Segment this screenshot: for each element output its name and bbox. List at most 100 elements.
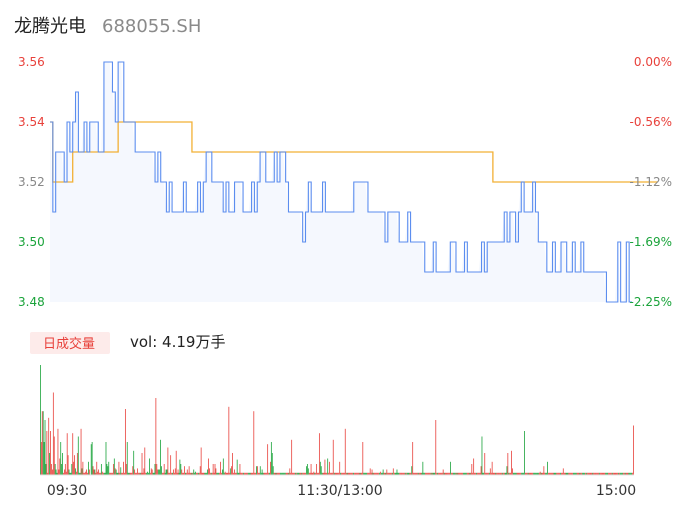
volume-bar [620,472,621,475]
price-panel: 3.56 3.54 3.52 3.50 3.48 0.00% -0.56% -1.12% -1.… [18,55,672,309]
volume-bar [208,458,209,475]
volume-bar [628,472,630,475]
volume-bar [253,411,255,475]
volume-bar [52,392,54,475]
volume-bar [493,472,495,475]
volume-bar [477,472,479,475]
volume-bar [484,453,486,475]
volume-bar [296,472,298,475]
volume-bar [491,461,493,475]
volume-bar [524,431,525,475]
volume-bar [613,472,615,475]
volume-bar [188,466,190,475]
volume-bar [368,472,370,475]
volume-bar [288,472,290,475]
volume-bar [72,433,74,475]
volume-bar [210,472,212,475]
volume-bar [119,472,121,475]
volume-bar [367,472,368,475]
volume-bar [597,472,598,475]
volume-bar [173,469,174,475]
volume-bar [554,472,556,475]
volume-bar [510,472,512,475]
volume-bar [426,472,427,475]
volume-bar [303,472,305,475]
volume-bar [498,472,499,475]
volume-bar [161,466,162,475]
volume-bar [181,469,183,475]
volume-bar [75,468,76,475]
price-line [50,61,632,303]
volume-bar [341,472,342,475]
volume-bar [386,469,388,475]
volume-bar [560,472,561,475]
volume-bar [541,472,543,475]
volume-bar [125,464,127,475]
volume-bar [543,466,545,475]
volume-bar [226,472,228,475]
volume-bar [492,472,494,475]
volume-bar [131,472,133,475]
volume-bar [266,472,268,475]
volume-bar [154,464,156,475]
volume-bar [162,472,164,475]
volume-bar [255,472,257,475]
volume-bar [109,472,111,475]
volume-bar [193,469,195,475]
volume-bar [403,472,405,475]
volume-bar [211,472,213,475]
volume-bar [539,471,541,475]
volume-bar [252,472,254,475]
volume-bar [64,469,65,475]
volume-bar [516,472,518,475]
volume-bar [228,406,230,475]
volume-bar [609,472,610,475]
volume-bar [248,472,250,475]
volume-bar [90,444,92,475]
volume-bar [376,472,378,475]
volume-bar [453,472,455,475]
volume-bar [294,472,296,475]
volume-bar [260,472,262,475]
volume-bar [275,472,277,475]
volume-bar [540,472,542,475]
volume-bar [547,461,548,475]
volume-bar [378,472,379,475]
volume-bar [66,433,68,475]
volume-bar [84,472,86,475]
volume-bar [418,472,420,475]
volume-bar [115,469,117,475]
volume-bar [476,472,477,475]
volume-bar [417,472,419,475]
volume-bar [623,472,625,475]
volume-bar [515,472,517,475]
volume-bar [608,472,609,475]
volume-bar [382,469,384,475]
volume-bar [124,472,125,475]
volume-bar [525,472,527,475]
volume-bar [141,453,143,475]
volume-bar [63,472,64,475]
volume-bar [120,467,122,475]
volume-bar [355,472,356,475]
volume-bar [157,469,159,475]
price-tick-label: 3.52 [18,175,45,189]
volume-bar [387,472,389,475]
volume-bar [507,453,509,475]
volume-bar [137,468,138,475]
volume-bar [236,459,238,475]
volume-bar [593,472,595,475]
volume-bar [427,472,428,475]
volume-bar [431,472,433,475]
volume-bar [357,472,359,475]
volume-bar [403,472,404,475]
volume-bar [512,472,514,475]
volume-bar [500,472,501,475]
volume-bar [370,472,372,475]
volume-bar [110,472,112,475]
volume-bar [86,469,87,475]
volume-bar [441,472,443,475]
volume-bar [615,472,617,475]
volume-bar [326,472,328,475]
volume-bar [369,468,371,475]
